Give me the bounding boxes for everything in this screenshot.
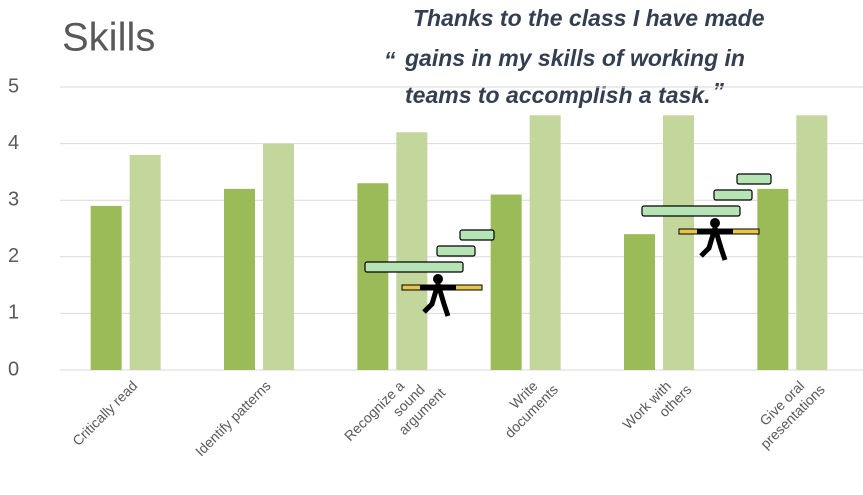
clipart	[364, 173, 772, 317]
y-tick-label: 1	[8, 302, 19, 324]
bar	[263, 143, 294, 370]
quote-close: ”	[713, 78, 725, 104]
bar	[624, 234, 655, 370]
y-tick-label: 2	[8, 245, 19, 267]
clip-head	[433, 274, 443, 284]
chart-title: Skills	[62, 16, 155, 60]
quote-line: teams to accomplish a task.	[405, 82, 711, 108]
x-tick-label: Critically read	[69, 377, 140, 448]
y-tick-label: 3	[8, 188, 19, 210]
clip-plank	[436, 245, 476, 257]
bar	[90, 205, 122, 370]
x-tick-label: Recognize asoundargument	[341, 360, 448, 467]
clip-body	[420, 283, 456, 317]
x-tick-label: Give oralpresentations	[745, 369, 828, 452]
clip-plank	[364, 261, 464, 273]
bar	[129, 154, 161, 370]
x-tick-label: Writedocuments	[489, 369, 561, 441]
bar	[796, 115, 828, 370]
quote-open: “	[384, 47, 396, 73]
y-tick-label: 0	[8, 358, 19, 380]
quote-line: Thanks to the class I have made	[413, 5, 765, 31]
bar	[224, 188, 255, 370]
bar	[490, 194, 522, 370]
clip-head	[710, 218, 720, 228]
bar	[529, 115, 561, 370]
bar	[357, 183, 389, 370]
clip-plank	[459, 229, 495, 241]
x-tick-label: Work withothers	[619, 369, 694, 444]
x-tick-label: Identify patterns	[192, 377, 274, 459]
bar	[663, 115, 694, 370]
bar	[396, 132, 428, 370]
clip-plank	[713, 189, 753, 201]
y-tick-label: 5	[8, 75, 19, 97]
clip-body	[697, 227, 733, 261]
quote-line: gains in my skills of working in	[404, 45, 745, 71]
clip-plank	[736, 173, 772, 185]
y-tick-label: 4	[8, 132, 19, 154]
clip-plank	[641, 205, 741, 217]
bar	[757, 188, 789, 370]
